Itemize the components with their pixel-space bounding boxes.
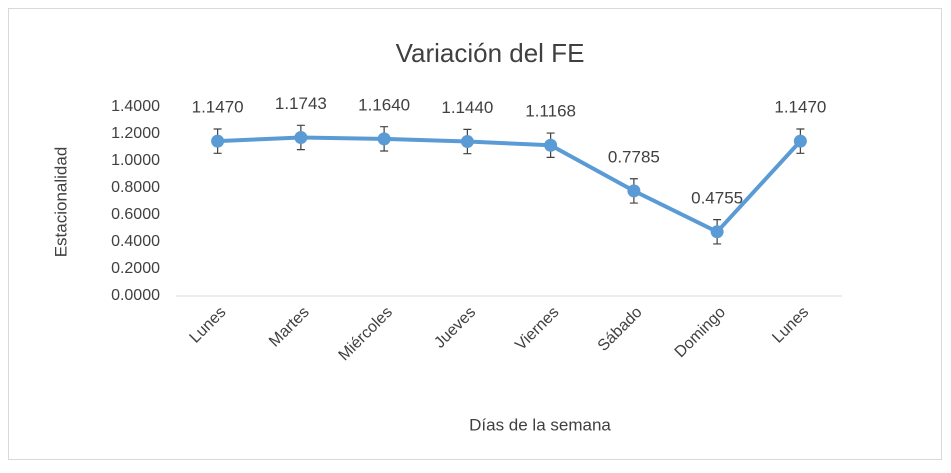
data-point bbox=[544, 138, 558, 152]
data-point bbox=[710, 225, 724, 239]
y-tick-label: 1.2000 bbox=[111, 125, 160, 142]
data-label: 1.1470 bbox=[192, 98, 244, 117]
y-tick-label: 1.4000 bbox=[111, 98, 160, 115]
data-point bbox=[211, 134, 225, 148]
y-tick-label: 1.0000 bbox=[111, 152, 160, 169]
y-tick-label: 0.4000 bbox=[111, 233, 160, 250]
data-label: 1.1743 bbox=[275, 94, 327, 113]
y-tick-label: 0.8000 bbox=[111, 179, 160, 196]
data-label: 1.1440 bbox=[441, 98, 493, 117]
data-point bbox=[627, 184, 641, 198]
data-point bbox=[793, 134, 807, 148]
data-point bbox=[460, 135, 474, 149]
chart-frame bbox=[8, 8, 942, 460]
y-tick-label: 0.0000 bbox=[111, 287, 160, 304]
series-line bbox=[217, 135, 802, 234]
data-point bbox=[377, 132, 391, 146]
y-axis-title: Estacionalidad bbox=[51, 147, 70, 258]
data-label: 1.1470 bbox=[774, 98, 826, 117]
chart-title: Variación del FE bbox=[396, 38, 585, 68]
y-tick-label: 0.2000 bbox=[111, 260, 160, 277]
y-tick-label: 0.6000 bbox=[111, 206, 160, 223]
data-point bbox=[294, 130, 308, 144]
data-label: 0.4755 bbox=[691, 188, 743, 207]
data-label: 1.1640 bbox=[358, 95, 410, 114]
data-label: 1.1168 bbox=[525, 102, 576, 121]
data-label: 0.7785 bbox=[608, 147, 660, 166]
x-axis-title: Días de la semana bbox=[469, 415, 611, 434]
